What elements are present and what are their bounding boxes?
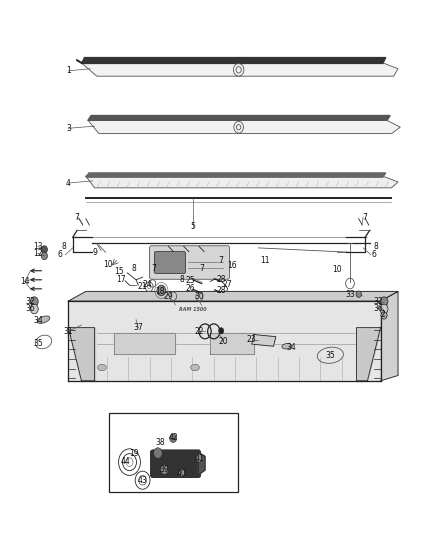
Text: 12: 12	[33, 249, 42, 258]
Circle shape	[30, 297, 38, 306]
Text: 32: 32	[374, 297, 383, 306]
Ellipse shape	[98, 365, 106, 370]
Ellipse shape	[191, 365, 199, 370]
Polygon shape	[68, 328, 95, 381]
Text: 31: 31	[64, 327, 73, 336]
Text: 14: 14	[20, 277, 29, 286]
Text: 7: 7	[199, 264, 204, 272]
Text: 7: 7	[219, 256, 224, 264]
Polygon shape	[114, 333, 175, 354]
Polygon shape	[252, 335, 276, 346]
FancyBboxPatch shape	[150, 450, 201, 478]
Text: 36: 36	[374, 304, 383, 313]
Circle shape	[381, 312, 387, 319]
Text: 15: 15	[114, 268, 124, 276]
Text: 9: 9	[92, 248, 97, 257]
Text: 34: 34	[33, 316, 42, 325]
Text: 11: 11	[260, 256, 270, 264]
Text: 34: 34	[286, 343, 296, 352]
Circle shape	[30, 304, 38, 314]
Text: 23: 23	[247, 335, 257, 344]
Text: 4: 4	[66, 179, 71, 188]
Polygon shape	[81, 63, 398, 76]
Text: 3: 3	[66, 124, 71, 133]
Text: 44: 44	[120, 457, 130, 466]
Polygon shape	[198, 453, 205, 475]
FancyBboxPatch shape	[154, 252, 185, 273]
Text: 24: 24	[142, 279, 152, 288]
Text: 38: 38	[155, 439, 165, 448]
Text: 42: 42	[168, 433, 178, 442]
Circle shape	[219, 328, 224, 334]
Text: 32: 32	[25, 297, 35, 306]
Polygon shape	[81, 58, 386, 63]
Polygon shape	[381, 292, 398, 381]
Text: 35: 35	[33, 339, 42, 348]
Text: 39: 39	[159, 465, 170, 474]
Polygon shape	[68, 292, 398, 301]
Circle shape	[196, 454, 203, 462]
Text: 30: 30	[194, 292, 204, 301]
Text: 18: 18	[155, 287, 165, 296]
Text: 2: 2	[380, 310, 385, 319]
Text: 6: 6	[371, 251, 376, 260]
Text: 33: 33	[345, 290, 355, 299]
Ellipse shape	[37, 316, 50, 324]
Text: 27: 27	[223, 280, 233, 289]
Text: 41: 41	[194, 455, 204, 463]
Text: 37: 37	[133, 323, 143, 332]
Text: 5: 5	[191, 222, 195, 231]
Polygon shape	[88, 116, 390, 120]
Circle shape	[41, 252, 47, 260]
Text: RAM 1500: RAM 1500	[179, 306, 207, 311]
Circle shape	[179, 469, 185, 477]
Ellipse shape	[282, 344, 291, 349]
Text: 28: 28	[216, 274, 226, 284]
Text: 40: 40	[177, 470, 187, 478]
Text: 8: 8	[180, 274, 184, 284]
Text: 25: 25	[186, 276, 195, 285]
Text: 29: 29	[164, 292, 173, 301]
Circle shape	[356, 291, 361, 297]
Text: 19: 19	[129, 449, 139, 458]
Text: 8: 8	[374, 242, 378, 251]
Text: 21: 21	[138, 282, 147, 291]
Polygon shape	[88, 120, 400, 134]
Text: 43: 43	[138, 476, 148, 484]
Text: 26: 26	[186, 284, 195, 293]
Circle shape	[380, 297, 388, 306]
Text: 28: 28	[216, 286, 226, 295]
Circle shape	[170, 434, 177, 442]
FancyBboxPatch shape	[109, 413, 238, 492]
Text: 13: 13	[33, 242, 42, 251]
FancyBboxPatch shape	[150, 246, 230, 279]
Text: 8: 8	[62, 242, 67, 251]
Text: 10: 10	[103, 261, 113, 269]
Circle shape	[153, 448, 162, 458]
Text: 7: 7	[151, 264, 156, 272]
Circle shape	[160, 465, 168, 474]
Text: 6: 6	[57, 251, 62, 260]
Polygon shape	[210, 333, 254, 354]
Polygon shape	[86, 173, 386, 177]
Text: 36: 36	[25, 304, 35, 313]
Polygon shape	[68, 301, 381, 381]
Circle shape	[41, 246, 47, 253]
Circle shape	[157, 285, 166, 296]
Text: 20: 20	[219, 337, 228, 346]
Polygon shape	[86, 176, 398, 188]
Text: 7: 7	[363, 213, 368, 222]
Text: 8: 8	[131, 264, 136, 272]
Text: 1: 1	[66, 67, 71, 75]
Text: 10: 10	[332, 265, 342, 273]
Circle shape	[380, 304, 388, 314]
Text: 7: 7	[74, 213, 80, 222]
Text: 22: 22	[194, 327, 204, 336]
Text: 17: 17	[116, 275, 126, 284]
Text: 16: 16	[227, 261, 237, 270]
Polygon shape	[357, 328, 381, 381]
Text: 35: 35	[325, 351, 335, 360]
